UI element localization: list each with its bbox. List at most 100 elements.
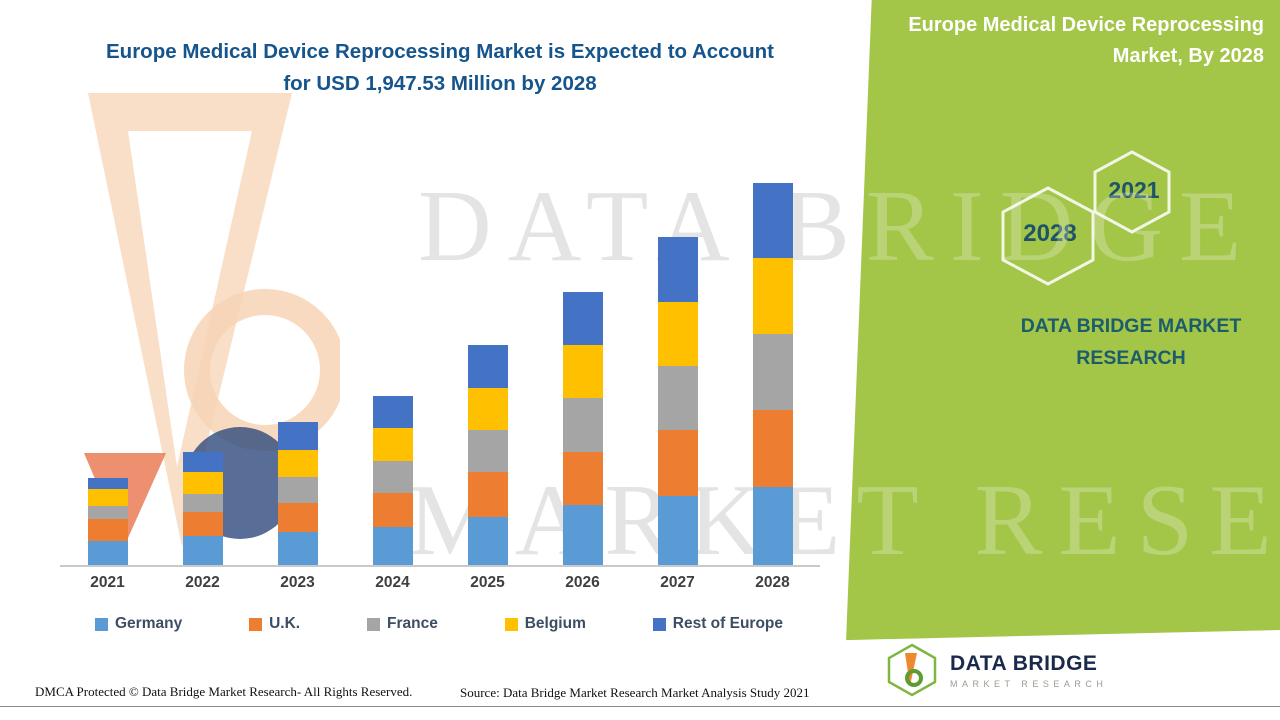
dmca-notice: DMCA Protected © Data Bridge Market Rese… xyxy=(35,684,413,699)
bar-segment-germany xyxy=(87,541,128,565)
stacked-bar-2021 xyxy=(87,478,128,565)
bar-segment-rest-of-europe xyxy=(752,183,793,258)
bar-segment-belgium xyxy=(467,388,508,430)
chart-title-line1: Europe Medical Device Reprocessing Marke… xyxy=(106,40,774,63)
x-axis-label-2022: 2022 xyxy=(185,574,220,591)
bar-segment-rest-of-europe xyxy=(182,452,223,472)
bar-segment-germany xyxy=(752,487,793,565)
hexagon-year-2028: 2028 xyxy=(1023,220,1077,247)
bar-segment-u-k- xyxy=(182,512,223,536)
bar-column-2028 xyxy=(725,180,820,565)
hexagon-b-logo-icon xyxy=(887,643,937,697)
chart-title: Europe Medical Device Reprocessing Marke… xyxy=(45,36,835,100)
legend-swatch-icon xyxy=(504,617,518,631)
bar-column-2026 xyxy=(535,180,630,565)
bar-segment-belgium xyxy=(277,450,318,477)
stacked-bar-2024 xyxy=(372,396,413,565)
panel-title-line2: Market, By 2028 xyxy=(1112,45,1264,67)
panel-title-line1: Europe Medical Device Reprocessing xyxy=(908,14,1264,36)
hexagon-2021-icon xyxy=(1093,150,1171,234)
x-axis-label-2024: 2024 xyxy=(375,574,410,591)
panel-brand-text: DATA BRIDGE MARKET RESEARCH xyxy=(1020,315,1242,370)
stacked-bar-2026 xyxy=(562,292,603,565)
logo-subtitle: MARKET RESEARCH xyxy=(950,678,1108,689)
bar-segment-belgium xyxy=(87,489,128,506)
source-note: Source: Data Bridge Market Research Mark… xyxy=(460,685,810,700)
x-axis-label-2028: 2028 xyxy=(755,574,790,591)
x-axis-label-2021: 2021 xyxy=(90,574,125,591)
bar-segment-france xyxy=(182,494,223,512)
bar-segment-rest-of-europe xyxy=(277,422,318,450)
bar-segment-u-k- xyxy=(467,472,508,517)
bar-segment-belgium xyxy=(657,302,698,366)
legend-label: Rest of Europe xyxy=(672,615,783,632)
bar-segment-france xyxy=(372,461,413,493)
legend-item-germany: Germany xyxy=(95,615,182,633)
bar-segment-u-k- xyxy=(562,452,603,505)
stacked-bar-2027 xyxy=(657,237,698,565)
data-bridge-logo: DATA BRIDGE MARKET RESEARCH xyxy=(884,642,1107,698)
chart-title-line2: for USD 1,947.53 Million by 2028 xyxy=(283,71,597,95)
bar-segment-germany xyxy=(467,517,508,565)
bar-segment-belgium xyxy=(182,472,223,494)
bar-segment-germany xyxy=(182,536,223,565)
bar-segment-france xyxy=(277,477,318,503)
bar-segment-france xyxy=(752,334,793,410)
stacked-bar-2025 xyxy=(467,345,508,565)
stacked-bar-2023 xyxy=(277,422,318,565)
x-axis-label-2025: 2025 xyxy=(470,574,505,591)
legend-label: U.K. xyxy=(269,615,301,632)
stacked-bar-2028 xyxy=(752,183,793,565)
legend-swatch-icon xyxy=(95,617,108,631)
logo-name: DATA BRIDGE xyxy=(950,651,1098,675)
bar-segment-france xyxy=(87,506,128,519)
legend-swatch-icon xyxy=(249,617,263,631)
bar-segment-rest-of-europe xyxy=(657,237,698,302)
legend-label: Belgium xyxy=(524,615,586,632)
bar-column-2022 xyxy=(155,180,250,565)
bar-column-2021 xyxy=(60,180,155,565)
bars-row xyxy=(60,180,820,567)
bar-segment-rest-of-europe xyxy=(562,292,603,345)
bar-column-2025 xyxy=(440,180,535,565)
bar-segment-u-k- xyxy=(277,503,318,532)
bar-segment-france xyxy=(657,366,698,430)
bar-segment-germany xyxy=(372,527,413,565)
footer-divider xyxy=(0,706,1280,707)
bar-segment-rest-of-europe xyxy=(467,345,508,388)
legend-item-u-k-: U.K. xyxy=(249,615,300,633)
bar-segment-u-k- xyxy=(657,430,698,496)
stacked-bar-2022 xyxy=(182,452,223,565)
bar-segment-france xyxy=(467,430,508,472)
bar-segment-rest-of-europe xyxy=(372,396,413,428)
legend-label: France xyxy=(386,615,438,632)
x-axis-labels: 2021 2022 2023 2024 2025 2026 2027 2028 xyxy=(60,574,820,592)
bar-segment-belgium xyxy=(562,345,603,398)
bar-segment-rest-of-europe xyxy=(87,478,128,489)
legend-swatch-icon xyxy=(652,617,666,631)
legend-label: Germany xyxy=(115,615,183,632)
bar-segment-u-k- xyxy=(752,410,793,487)
bar-segment-germany xyxy=(562,505,603,565)
x-axis-label-2026: 2026 xyxy=(565,574,600,591)
bar-segment-germany xyxy=(657,496,698,565)
bar-column-2024 xyxy=(345,180,440,565)
legend-item-rest-of-europe: Rest of Europe xyxy=(652,615,783,633)
bar-column-2023 xyxy=(250,180,345,565)
chart-legend: Germany U.K. France Belgium Rest of Europe xyxy=(95,615,783,633)
legend-item-france: France xyxy=(366,615,438,633)
bar-segment-france xyxy=(562,398,603,452)
bar-segment-germany xyxy=(277,532,318,565)
legend-item-belgium: Belgium xyxy=(504,615,586,633)
bar-segment-u-k- xyxy=(87,519,128,541)
logo-text-block: DATA BRIDGE MARKET RESEARCH xyxy=(950,652,1107,689)
hexagon-2028-icon xyxy=(1001,186,1095,286)
watermark-text-line2-green: MARKET RESEARCH xyxy=(846,464,1280,577)
legend-swatch-icon xyxy=(366,617,380,631)
panel-title: Europe Medical Device Reprocessing Marke… xyxy=(880,10,1264,72)
bar-segment-belgium xyxy=(372,428,413,461)
hexagon-year-2021: 2021 xyxy=(1108,177,1160,203)
bar-segment-u-k- xyxy=(372,493,413,527)
